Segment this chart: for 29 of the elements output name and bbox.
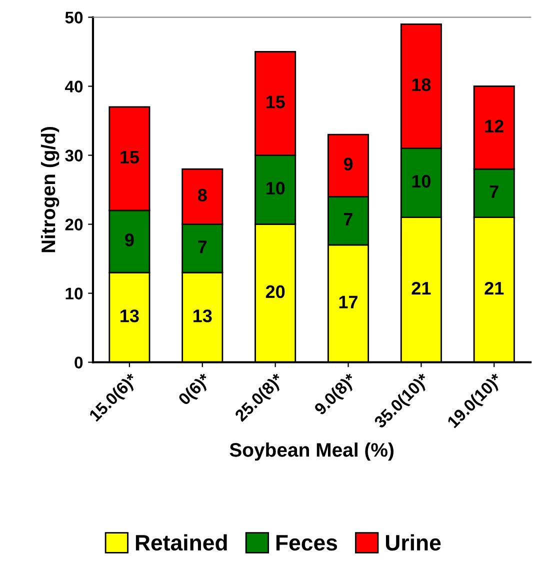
y-tick-label: 50 [65,12,83,24]
data-label: 10 [266,182,285,195]
data-label: 15 [120,150,139,164]
data-label: 9 [125,234,134,246]
legend-label: Retained [136,534,227,551]
data-label: 7 [344,213,352,226]
data-label: 13 [193,309,212,322]
data-label: 17 [339,296,358,308]
y-tick-label: 20 [65,218,83,230]
y-tick-label: 10 [66,288,83,300]
y-tick-label: 40 [64,80,83,92]
y-tick-label: 30 [65,150,83,162]
data-label: 8 [198,188,207,202]
data-label: 7 [490,185,498,198]
data-label: 18 [412,78,431,92]
legend-label: Feces [276,535,338,551]
y-axis-title: Nitrogen (g/d) [40,126,60,252]
x-axis-title: Soybean Meal (%) [230,442,394,461]
data-label: 7 [198,240,207,254]
data-label: 12 [485,120,504,132]
data-label: 15 [266,96,285,108]
legend-label: Urine [386,534,441,551]
data-label: 10 [412,174,430,188]
data-label: 13 [120,309,139,322]
y-tick-label: 0 [74,356,83,368]
data-label: 21 [412,282,431,294]
data-label: 9 [344,158,353,170]
data-label: 20 [266,285,285,298]
data-label: 21 [484,282,504,294]
